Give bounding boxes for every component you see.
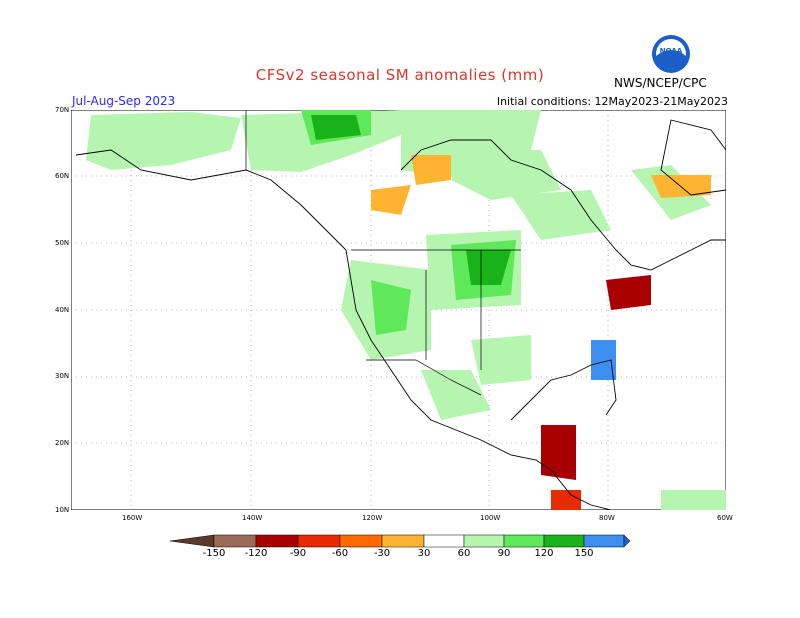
legend-label-150: 150 bbox=[574, 548, 594, 559]
legend-label-30: 30 bbox=[417, 548, 431, 559]
agency-label: NWS/NCEP/CPC bbox=[614, 76, 707, 90]
anomaly-patches bbox=[86, 110, 726, 510]
map-title: CFSv2 seasonal SM anomalies (mm) bbox=[255, 66, 545, 84]
legend-arrow-low bbox=[170, 534, 215, 548]
legend-label-90: 90 bbox=[497, 548, 511, 559]
lat-label-30n: 30N bbox=[55, 372, 70, 380]
lat-label-40n: 40N bbox=[55, 306, 70, 314]
noaa-logo-icon: NOAA bbox=[652, 35, 690, 73]
legend-label-120: 120 bbox=[534, 548, 554, 559]
initial-conditions: Initial conditions: 12May2023-21May2023 bbox=[496, 95, 728, 108]
lon-label-60w: 60W bbox=[717, 514, 733, 522]
coastlines bbox=[75, 119, 726, 510]
lat-label-10n: 10N bbox=[55, 506, 70, 514]
borders bbox=[245, 110, 521, 396]
forecast-period: Jul-Aug-Sep 2023 bbox=[72, 94, 176, 108]
lon-label-100w: 100W bbox=[480, 514, 501, 522]
lon-label-140w: 140W bbox=[242, 514, 263, 522]
noaa-logo-text: NOAA bbox=[660, 47, 683, 55]
lat-label-50n: 50N bbox=[55, 239, 70, 247]
legend-label-n30: -30 bbox=[373, 548, 391, 559]
legend-label-n150: -150 bbox=[202, 548, 226, 559]
lon-label-160w: 160W bbox=[122, 514, 143, 522]
legend-label-n60: -60 bbox=[331, 548, 349, 559]
lat-label-60n: 60N bbox=[55, 172, 70, 180]
legend-label-n90: -90 bbox=[289, 548, 307, 559]
lon-label-120w: 120W bbox=[362, 514, 383, 522]
color-scale-legend bbox=[170, 534, 630, 548]
soil-moisture-map bbox=[71, 110, 726, 510]
lon-label-80w: 80W bbox=[599, 514, 615, 522]
legend-label-n120: -120 bbox=[244, 548, 268, 559]
lat-label-20n: 20N bbox=[55, 439, 70, 447]
graticule bbox=[71, 110, 726, 510]
lat-label-70n: 70N bbox=[55, 106, 70, 114]
legend-arrow-high bbox=[623, 534, 630, 548]
legend-label-60: 60 bbox=[457, 548, 471, 559]
